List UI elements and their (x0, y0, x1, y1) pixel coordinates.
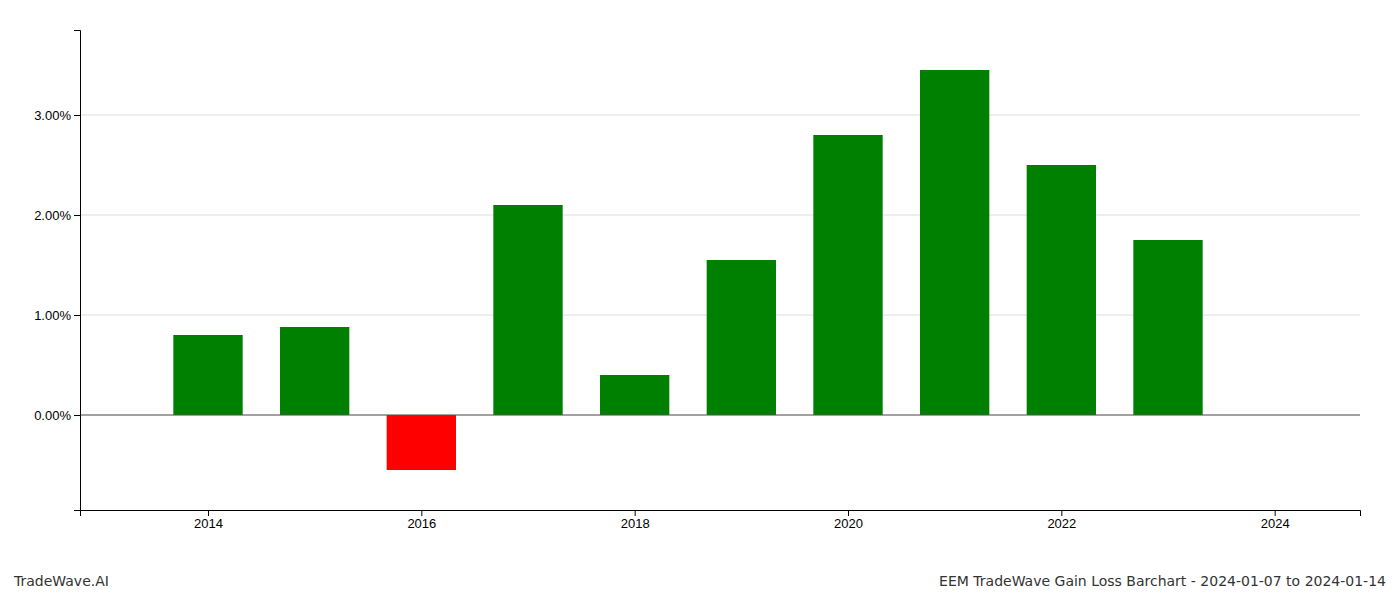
bar (173, 335, 242, 415)
y-tick-mark (74, 115, 80, 116)
bar (813, 135, 882, 415)
y-tick: 1.00% (34, 308, 80, 323)
y-tick-mark (74, 415, 80, 416)
y-tick: 0.00% (34, 408, 80, 423)
x-tick-label: 2016 (407, 516, 436, 531)
y-axis: 0.00% 1.00% 2.00% 3.00% (34, 31, 80, 511)
x-tick-mark (635, 510, 636, 516)
bar (280, 327, 349, 415)
grid-line (80, 115, 1360, 116)
plot-area: 2014 2016 2018 2020 2022 2024 0.00% 1.00% 2.00% 3… (34, 31, 1360, 532)
x-tick: 2018 (621, 510, 650, 531)
bars (173, 70, 1202, 470)
y-tick: 2.00% (34, 208, 80, 223)
x-tick: 2014 (194, 510, 223, 531)
zero-line (80, 415, 1360, 416)
grid-line (80, 215, 1360, 216)
bar (1027, 165, 1096, 415)
bar (387, 415, 456, 470)
y-tick-label: 0.00% (34, 408, 71, 423)
y-tick-label: 2.00% (34, 208, 71, 223)
x-tick-mark (848, 510, 849, 516)
y-tick-mark (74, 315, 80, 316)
y-tick: 3.00% (34, 108, 80, 123)
grid (80, 115, 1360, 415)
x-tick-mark (421, 510, 422, 516)
x-tick: 2022 (1047, 510, 1076, 531)
bar (1133, 240, 1202, 415)
grid-line (80, 415, 1360, 416)
y-tick-mark (74, 215, 80, 216)
x-tick-label: 2022 (1047, 516, 1076, 531)
y-axis-line (74, 31, 81, 511)
x-tick-label: 2018 (621, 516, 650, 531)
x-tick-mark (1275, 510, 1276, 516)
x-tick-mark (1061, 510, 1062, 516)
x-axis: 2014 2016 2018 2020 2022 2024 (81, 510, 1361, 531)
title: EEM TradeWave Gain Loss Barchart - 2024-… (939, 573, 1386, 589)
x-tick-label: 2020 (834, 516, 863, 531)
x-tick: 2016 (407, 510, 436, 531)
y-tick-label: 3.00% (34, 108, 71, 123)
x-tick-label: 2014 (194, 516, 223, 531)
bar (707, 260, 776, 415)
x-tick-mark (208, 510, 209, 516)
bar (493, 205, 562, 415)
watermark: TradeWave.AI (13, 573, 109, 589)
x-axis-line (81, 511, 1361, 517)
y-tick-label: 1.00% (34, 308, 71, 323)
bar (600, 375, 669, 415)
x-tick: 2020 (834, 510, 863, 531)
bar (920, 70, 989, 415)
x-tick-label: 2024 (1261, 516, 1290, 531)
x-tick: 2024 (1261, 510, 1290, 531)
chart: 2014 2016 2018 2020 2022 2024 0.00% 1.00% 2.00% 3… (0, 0, 1400, 600)
